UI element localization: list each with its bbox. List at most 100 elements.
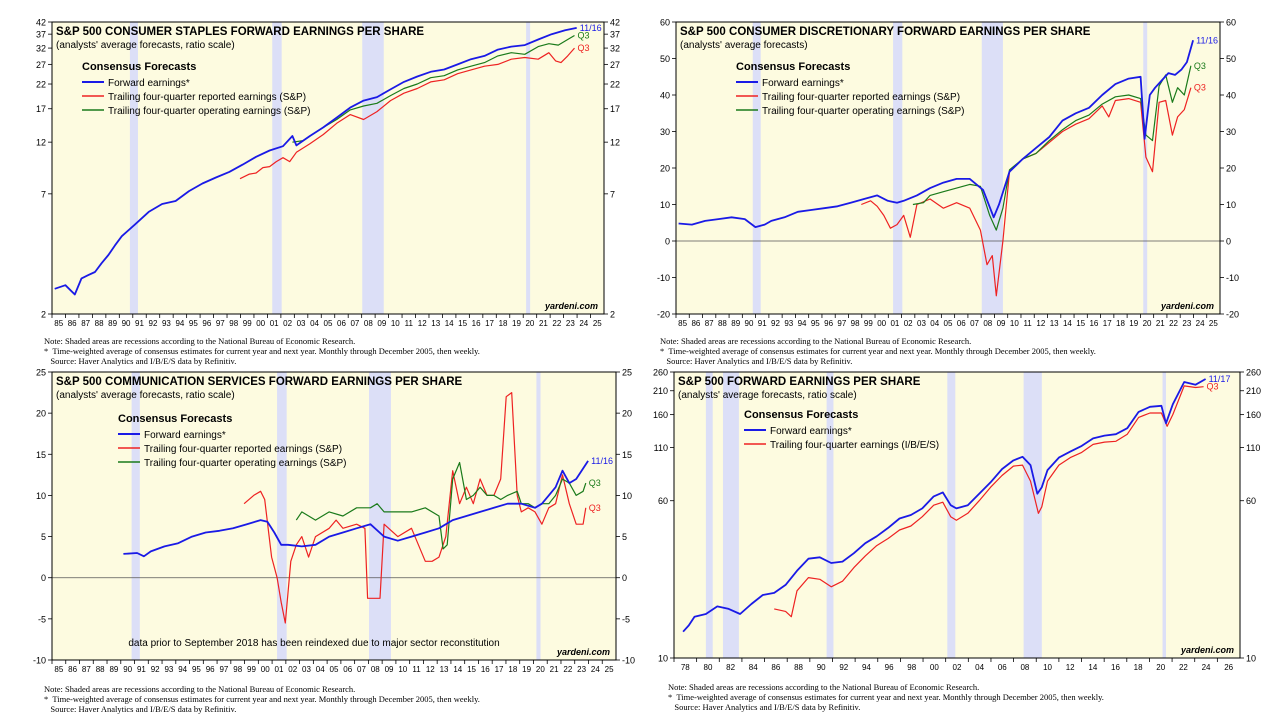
x-tick-label: 98 (229, 319, 238, 328)
x-tick-label: 18 (1134, 663, 1143, 672)
chart-footnote: Note: Shaded areas are recessions accord… (660, 336, 1096, 366)
y-tick-label-right: -10 (622, 656, 635, 666)
x-tick-label: 89 (108, 319, 117, 328)
recession-band (131, 372, 140, 660)
y-tick-label-left: 260 (653, 368, 668, 378)
y-tick-label-left: 160 (653, 410, 668, 420)
x-tick-label: 06 (957, 319, 966, 328)
x-tick-label: 24 (579, 319, 588, 328)
plot-area (674, 372, 1240, 658)
x-tick-label: 04 (975, 663, 984, 672)
x-tick-label: 22 (552, 319, 561, 328)
x-tick-label: 87 (705, 319, 714, 328)
plot-frame (51, 21, 605, 315)
y-tick-label-left: 7 (41, 189, 46, 199)
x-tick-label: 06 (998, 663, 1007, 672)
chart-subtitle: (analysts' average forecasts, ratio scal… (56, 390, 235, 401)
x-tick-label: 18 (499, 319, 508, 328)
x-tick-label: 85 (54, 665, 63, 674)
x-tick-label: 00 (261, 665, 270, 674)
x-tick-label: 92 (771, 319, 780, 328)
recession-band (362, 22, 384, 314)
y-tick-label-left: 60 (660, 18, 670, 28)
y-tick-label-left: 20 (660, 164, 670, 174)
x-tick-label: 11 (412, 665, 421, 674)
x-tick-label: 92 (151, 665, 160, 674)
legend-label: Trailing four-quarter earnings (I/B/E/S) (770, 440, 939, 451)
y-tick-label-right: 0 (1226, 237, 1231, 247)
y-tick-label-left: 110 (654, 443, 668, 453)
x-tick-label: 25 (605, 665, 614, 674)
series-line (682, 378, 1207, 633)
y-tick-label-right: 22 (610, 80, 620, 90)
y-tick-label-left: 30 (660, 127, 670, 137)
x-tick-label: 15 (458, 319, 467, 328)
x-tick-label: 08 (364, 319, 373, 328)
x-tick-label: 03 (297, 319, 306, 328)
x-tick-label: 97 (837, 319, 846, 328)
x-tick-label: 99 (864, 319, 873, 328)
y-tick-label-left: -20 (657, 310, 670, 320)
plot-frame (51, 371, 617, 661)
series-line (295, 461, 587, 550)
y-tick-label-left: 0 (41, 573, 46, 583)
recession-band (947, 372, 956, 658)
recession-band (1143, 22, 1148, 314)
x-tick-label: 96 (885, 663, 894, 672)
x-tick-label: 07 (970, 319, 979, 328)
plot-area (52, 22, 604, 314)
y-tick-label-left: -5 (38, 614, 46, 624)
x-tick-label: 95 (811, 319, 820, 328)
y-tick-label-left: 10 (658, 654, 668, 664)
x-tick-label: 91 (137, 665, 146, 674)
x-tick-label: 23 (1182, 319, 1191, 328)
x-tick-label: 14 (445, 319, 454, 328)
y-tick-label-right: 32 (610, 44, 620, 54)
x-tick-label: 10 (391, 319, 400, 328)
x-tick-label: 08 (371, 665, 380, 674)
recession-band (277, 372, 287, 660)
y-tick-label-left: 37 (36, 30, 46, 40)
y-tick-label-right: 260 (1246, 368, 1261, 378)
x-tick-label: 14 (1063, 319, 1072, 328)
x-tick-label: 94 (175, 319, 184, 328)
x-tick-label: 22 (563, 665, 572, 674)
y-tick-label-right: 7 (610, 189, 615, 199)
legend-label: Trailing four-quarter reported earnings … (144, 444, 342, 455)
legend-label: Forward earnings* (144, 430, 226, 441)
recession-band (272, 22, 282, 314)
x-tick-label: 20 (1143, 319, 1152, 328)
x-tick-label: 20 (525, 319, 534, 328)
x-tick-label: 92 (839, 663, 848, 672)
y-tick-label-left: 12 (36, 138, 46, 148)
x-tick-label: 10 (1043, 663, 1052, 672)
x-tick-label: 13 (431, 319, 440, 328)
x-tick-label: 19 (522, 665, 531, 674)
x-tick-label: 92 (149, 319, 158, 328)
x-tick-label: 12 (1036, 319, 1045, 328)
x-tick-label: 94 (862, 663, 871, 672)
y-tick-label-right: 12 (610, 138, 620, 148)
x-tick-label: 23 (577, 665, 586, 674)
x-tick-label: 82 (726, 663, 735, 672)
x-tick-label: 21 (550, 665, 559, 674)
chart-title: S&P 500 COMMUNICATION SERVICES FORWARD E… (56, 376, 463, 388)
x-tick-label: 99 (247, 665, 256, 674)
y-tick-label-left: 17 (36, 104, 46, 114)
chart-footnote: Note: Shaded areas are recessions accord… (44, 336, 480, 366)
y-tick-label-right: 5 (622, 532, 627, 542)
end-value-label: 11/17 (1209, 374, 1231, 384)
end-value-label: Q3 (589, 503, 601, 513)
recession-band (368, 372, 391, 660)
y-tick-label-right: -10 (1226, 273, 1239, 283)
y-tick-label-left: 40 (660, 91, 670, 101)
recession-band (536, 372, 541, 660)
y-tick-label-right: 42 (610, 18, 620, 28)
x-tick-label: 17 (495, 665, 504, 674)
chart-footnote: Note: Shaded areas are recessions accord… (44, 684, 480, 714)
series-line (774, 385, 1204, 618)
x-tick-label: 21 (539, 319, 548, 328)
end-value-label: 11/16 (1196, 35, 1218, 45)
x-tick-label: 94 (798, 319, 807, 328)
